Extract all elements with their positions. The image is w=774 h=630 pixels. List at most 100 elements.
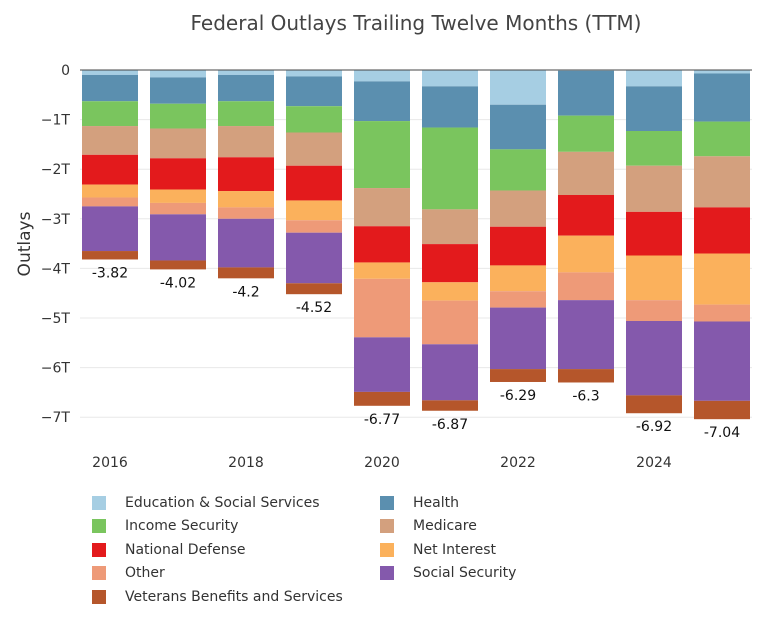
bar-segment — [558, 300, 614, 370]
total-label: -4.52 — [296, 300, 332, 316]
bar-segment — [694, 207, 750, 254]
bar-segment — [558, 151, 614, 195]
bar-segment — [354, 226, 410, 263]
legend-item[interactable]: Veterans Benefits and Services — [92, 589, 380, 605]
bar-segment — [286, 70, 342, 77]
bar-segment — [218, 157, 274, 192]
y-tick-label: 0 — [61, 63, 70, 79]
total-label: -6.29 — [500, 388, 536, 404]
total-labels: -3.82 -4.02 -4.2 -4.52 -6.77 -6.87 -6.29 -6.3 -6… — [92, 265, 740, 441]
bar-segment — [490, 291, 546, 308]
legend-item[interactable]: National Defense — [92, 542, 380, 558]
bar-segment — [218, 101, 274, 127]
bar-segment — [490, 307, 546, 370]
total-label: -6.87 — [432, 417, 468, 433]
legend-item[interactable]: Net Interest — [380, 542, 496, 558]
bar-segment — [218, 191, 274, 208]
legend: Education & Social Services Health Income … — [92, 491, 652, 609]
bar-segment — [82, 206, 138, 252]
bar-segment — [626, 131, 682, 166]
x-tick-label: 2022 — [500, 455, 536, 471]
bar-segment — [150, 189, 206, 203]
x-tick-label: 2018 — [228, 455, 264, 471]
bar-segment — [422, 344, 478, 401]
bar-segment — [558, 235, 614, 273]
bar-segment — [354, 70, 410, 82]
bar-segment — [422, 127, 478, 210]
legend-swatch — [92, 542, 106, 557]
total-label: -4.02 — [160, 275, 196, 291]
y-tick-label: −1T — [41, 113, 71, 129]
legend-swatch — [92, 495, 106, 510]
legend-label: National Defense — [125, 541, 246, 558]
bar-segment — [286, 132, 342, 166]
bar-segment — [150, 158, 206, 190]
bar-segment — [286, 232, 342, 284]
bar-segment — [694, 304, 750, 322]
bar-segment — [218, 207, 274, 219]
bar-segment — [82, 154, 138, 185]
legend-label: Other — [125, 565, 165, 582]
legend-item[interactable]: Income Security — [92, 518, 380, 534]
legend-label: Education & Social Services — [125, 494, 320, 511]
bar-segment — [286, 106, 342, 133]
bar-segment — [626, 70, 682, 87]
bar-segment — [286, 220, 342, 233]
bar-segment — [286, 76, 342, 107]
bar-segment — [422, 244, 478, 283]
bar-segment — [422, 282, 478, 301]
y-axis-ticks: 0 −1T −2T −3T −4T −5T −6T −7T — [41, 63, 71, 426]
bar-segment — [558, 369, 614, 383]
total-label: -4.2 — [232, 284, 259, 300]
x-tick-label: 2016 — [92, 455, 128, 471]
bar-segment — [626, 300, 682, 321]
bar-segment — [490, 369, 546, 382]
total-label: -6.77 — [364, 412, 400, 428]
legend-row: Other Social Security — [92, 562, 652, 586]
bar-segment — [490, 226, 546, 266]
legend-label: Medicare — [413, 518, 477, 535]
bar-segment — [150, 103, 206, 129]
bar-segment — [150, 260, 206, 270]
bar-segment — [490, 190, 546, 227]
bar-segment — [82, 126, 138, 155]
legend-item[interactable]: Other — [92, 565, 380, 581]
legend-item[interactable]: Social Security — [380, 565, 516, 581]
x-tick-label: 2024 — [636, 455, 672, 471]
x-tick-label: 2020 — [364, 455, 400, 471]
legend-item[interactable]: Health — [380, 495, 459, 511]
legend-swatch — [380, 519, 394, 534]
x-axis-ticks: 2016 2018 2020 2022 2024 — [92, 455, 672, 471]
legend-item[interactable]: Medicare — [380, 518, 477, 534]
bar-segment — [82, 101, 138, 127]
bar-segment — [286, 283, 342, 295]
bar-segment — [490, 70, 546, 105]
bar-segment — [422, 300, 478, 345]
bar-segment — [490, 104, 546, 150]
total-label: -6.92 — [636, 419, 672, 435]
total-label: -3.82 — [92, 265, 128, 281]
bar-segment — [82, 74, 138, 102]
bar-segment — [422, 86, 478, 128]
bar-segment — [558, 115, 614, 152]
bar-segment — [694, 73, 750, 122]
bar-segment — [626, 211, 682, 256]
bar-segment — [286, 200, 342, 221]
legend-label: Health — [413, 494, 459, 511]
bar-segment — [694, 70, 750, 74]
bar-segment — [626, 320, 682, 396]
legend-item[interactable]: Education & Social Services — [92, 495, 380, 511]
bar-segment — [218, 126, 274, 158]
bar-segment — [150, 214, 206, 261]
bar-segment — [150, 128, 206, 159]
y-tick-label: −6T — [41, 361, 71, 377]
bar-segment — [422, 400, 478, 411]
bar-segment — [218, 267, 274, 279]
bar-segment — [490, 149, 546, 191]
bar-segment — [218, 74, 274, 102]
bar-segment — [626, 165, 682, 212]
y-tick-label: −7T — [41, 410, 71, 426]
y-axis-label: Outlays — [15, 211, 35, 276]
bar-segment — [150, 77, 206, 104]
bar-segment — [558, 272, 614, 301]
